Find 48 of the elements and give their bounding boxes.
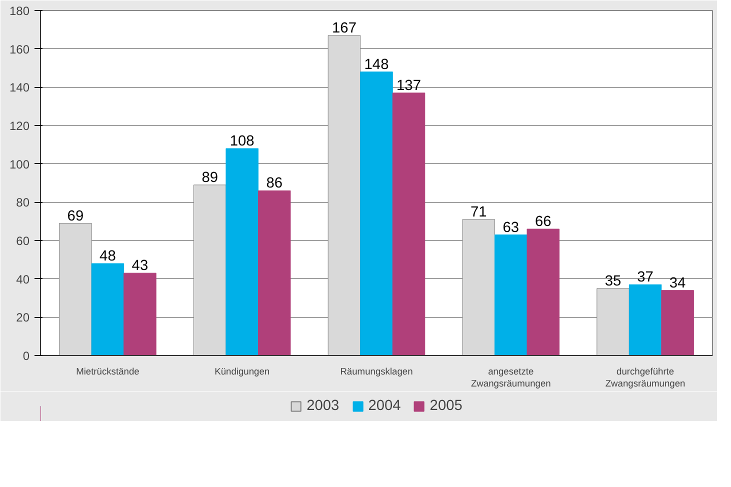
bar	[462, 219, 496, 356]
y-tick-label: 60	[16, 234, 30, 248]
y-tick-label: 100	[9, 157, 30, 172]
data-label: 48	[100, 248, 116, 264]
y-tick-label: 180	[9, 4, 30, 18]
x-tick-label: Räumungsklagen	[340, 366, 413, 376]
y-tick-label: 160	[9, 42, 30, 56]
data-label: 89	[202, 170, 218, 186]
x-tick-label: durchgeführte Zwangsräumungen	[605, 366, 686, 388]
data-label: 69	[67, 208, 84, 224]
data-label: 71	[470, 204, 487, 220]
data-label: 86	[266, 176, 283, 192]
data-label: 137	[396, 78, 421, 94]
y-tick-label: 0	[22, 349, 30, 363]
bar	[226, 148, 258, 356]
y-tick-label: 80	[16, 196, 30, 210]
y-tick-label: 140	[9, 80, 30, 95]
bar	[661, 290, 694, 356]
y-tick-label: 40	[16, 272, 30, 286]
bar	[59, 223, 92, 356]
legend-label: 2003	[306, 398, 340, 414]
data-label: 43	[132, 258, 148, 274]
data-label: 63	[502, 220, 520, 236]
x-tick-label: angesetzte Zwangsräumungen	[470, 366, 551, 388]
x-tick-label: Mietrückstände	[76, 366, 140, 376]
data-label: 148	[364, 56, 389, 73]
data-label: 35	[604, 273, 622, 290]
bar	[193, 184, 226, 356]
bar	[258, 190, 291, 356]
data-label: 34	[669, 275, 686, 292]
data-label: 108	[230, 134, 254, 150]
bar	[124, 272, 156, 356]
data-label: 37	[637, 270, 654, 286]
bar	[596, 288, 630, 356]
bar	[328, 35, 361, 356]
bar	[360, 72, 393, 356]
y-tick-label: 20	[16, 310, 30, 325]
legend-label: 2005	[430, 398, 462, 414]
legend-label: 2004	[368, 398, 401, 414]
bar	[628, 284, 662, 356]
bar	[526, 228, 560, 356]
data-label: 66	[535, 214, 552, 230]
y-tick-label: 120	[9, 119, 30, 133]
bar	[494, 234, 528, 356]
x-tick-label: Kündigungen	[214, 366, 270, 376]
data-label: 167	[332, 20, 356, 36]
bar	[392, 92, 426, 356]
bar	[91, 263, 124, 356]
